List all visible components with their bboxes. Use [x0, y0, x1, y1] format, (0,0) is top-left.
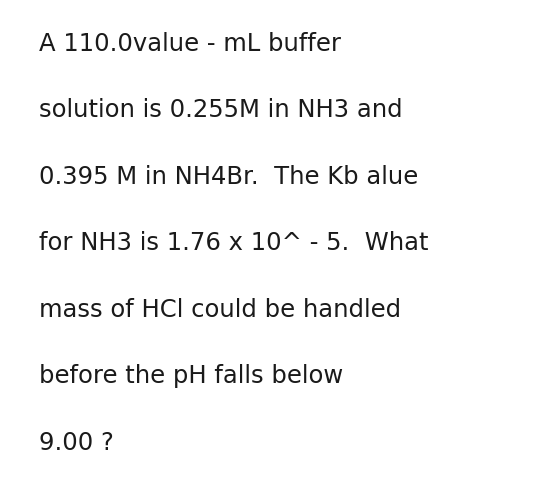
Text: solution is 0.255M in NH3 and: solution is 0.255M in NH3 and — [39, 98, 402, 123]
Text: before the pH falls below: before the pH falls below — [39, 364, 343, 388]
Text: 0.395 M in NH4Br.  The Kb alue: 0.395 M in NH4Br. The Kb alue — [39, 165, 418, 189]
Text: 9.00 ?: 9.00 ? — [39, 430, 114, 455]
Text: for NH3 is 1.76 x 10^ - 5.  What: for NH3 is 1.76 x 10^ - 5. What — [39, 231, 428, 255]
Text: A 110.0value - mL buffer: A 110.0value - mL buffer — [39, 32, 341, 56]
Text: mass of HCl could be handled: mass of HCl could be handled — [39, 298, 401, 322]
